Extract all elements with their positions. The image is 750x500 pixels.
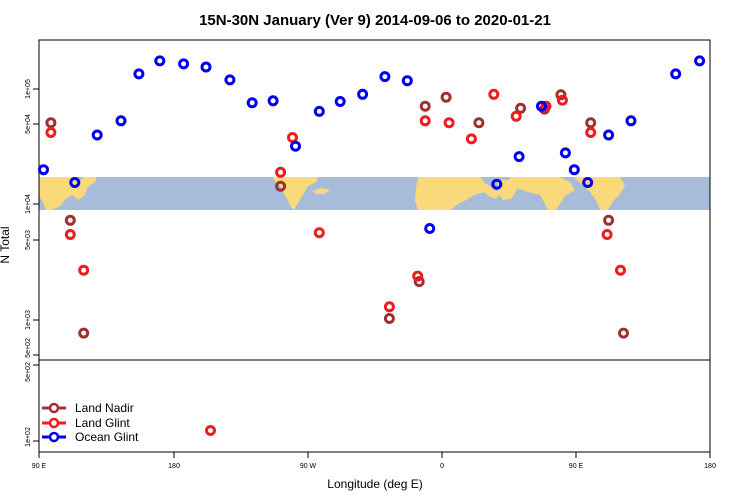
- data-point-land-nadir: [78, 327, 90, 339]
- data-point-ocean-glint: [357, 88, 369, 100]
- y-tick-label: 5e+02: [25, 362, 32, 382]
- data-point-land-glint: [287, 132, 298, 143]
- plot-frame-lower: [38, 359, 711, 453]
- data-point-ocean-glint: [625, 115, 637, 127]
- data-point-ocean-glint: [603, 129, 615, 141]
- data-point-ocean-glint: [38, 164, 49, 176]
- data-point-land-glint: [465, 133, 477, 145]
- data-point-ocean-glint: [69, 177, 81, 188]
- data-point-land-glint: [275, 166, 287, 178]
- data-point-land-glint: [443, 117, 455, 129]
- data-point-land-nadir: [618, 327, 629, 339]
- y-tick-label: 1e+03: [25, 310, 32, 330]
- data-point-ocean-glint: [267, 95, 279, 107]
- data-point-land-glint: [556, 94, 568, 106]
- data-point-land-glint: [205, 425, 216, 436]
- data-point-land-glint: [64, 229, 76, 240]
- y-axis-label: N Total: [0, 226, 12, 263]
- data-point-land-glint: [383, 301, 395, 313]
- data-point-land-glint: [540, 100, 552, 112]
- x-axis-label: Longitude (deg E): [327, 477, 422, 491]
- data-point-land-nadir: [383, 313, 395, 324]
- data-point-land-nadir: [585, 117, 597, 129]
- data-point-land-nadir: [413, 276, 425, 288]
- y-tick-label: 5e+02: [25, 338, 32, 358]
- data-point-ocean-glint: [246, 97, 258, 109]
- data-point-land-glint: [419, 115, 431, 127]
- data-point-ocean-glint: [582, 177, 594, 188]
- data-point-land-nadir: [419, 100, 431, 112]
- data-point-land-nadir: [473, 117, 485, 129]
- data-point-land-glint: [45, 127, 57, 138]
- data-point-ocean-glint: [513, 151, 525, 163]
- x-tick-label: 180: [704, 463, 716, 470]
- data-point-ocean-glint: [313, 105, 325, 117]
- world-map-band: [39, 177, 710, 210]
- y-tick-label: 5e+04: [25, 114, 32, 134]
- data-point-ocean-glint: [536, 100, 547, 112]
- legend: Land Nadir Land Glint Ocean Glint: [42, 401, 139, 444]
- data-point-ocean-glint: [200, 61, 212, 73]
- data-point-land-glint: [78, 264, 90, 276]
- data-point-ocean-glint: [115, 115, 127, 127]
- data-point-land-nadir: [45, 117, 57, 129]
- x-tick-label: 90 E: [569, 463, 584, 470]
- legend-label-land-nadir: Land Nadir: [75, 401, 134, 415]
- data-point-land-glint: [313, 227, 325, 239]
- x-tick-label: 180: [168, 463, 180, 470]
- data-point-land-nadir: [603, 214, 615, 226]
- data-point-land-glint: [601, 229, 613, 240]
- data-point-land-nadir: [275, 180, 287, 192]
- data-point-ocean-glint: [178, 58, 190, 70]
- data-point-land-nadir: [555, 89, 567, 101]
- data-point-land-glint: [585, 127, 597, 138]
- y-tick-label: 1e+02: [25, 427, 32, 447]
- x-axis: 90 E 180 90 W 0 90 E 180: [32, 452, 716, 470]
- x-tick-label: 90 W: [300, 463, 317, 470]
- data-point-ocean-glint: [670, 68, 682, 80]
- chart-title: 15N-30N January (Ver 9) 2014-09-06 to 20…: [199, 12, 551, 29]
- data-point-land-nadir: [440, 91, 452, 103]
- data-point-ocean-glint: [290, 140, 301, 152]
- data-point-ocean-glint: [379, 71, 391, 83]
- data-point-ocean-glint: [559, 147, 571, 159]
- data-point-land-glint: [412, 270, 424, 282]
- data-point-land-glint: [510, 110, 522, 122]
- legend-label-land-glint: Land Glint: [75, 416, 130, 430]
- data-point-ocean-glint: [91, 129, 103, 141]
- legend-marker-ocean-glint: [48, 431, 60, 443]
- data-point-ocean-glint: [694, 55, 706, 67]
- y-tick-label: 1e+04: [25, 194, 32, 214]
- y-tick-label: 1e+05: [25, 79, 32, 99]
- data-point-ocean-glint: [568, 164, 580, 176]
- data-point-ocean-glint: [424, 223, 436, 234]
- x-tick-label: 0: [440, 463, 444, 470]
- data-point-ocean-glint: [224, 74, 236, 86]
- x-tick-label: 90 E: [32, 463, 47, 470]
- data-point-land-nadir: [515, 102, 527, 114]
- data-point-ocean-glint: [401, 75, 413, 87]
- y-axis-lower: 5e+02 1e+02: [25, 362, 39, 447]
- legend-label-ocean-glint: Ocean Glint: [75, 430, 139, 444]
- y-axis-upper: 1e+05 5e+04 1e+04 5e+03 1e+03 5e+02: [25, 79, 39, 358]
- data-point-land-nadir: [64, 214, 76, 226]
- y-tick-label: 5e+03: [25, 230, 32, 250]
- data-points: [38, 55, 706, 436]
- data-point-ocean-glint: [334, 96, 346, 107]
- data-point-ocean-glint: [154, 55, 166, 67]
- data-point-ocean-glint: [491, 178, 503, 190]
- legend-marker-land-glint: [48, 417, 60, 429]
- data-point-land-glint: [488, 88, 500, 100]
- legend-marker-land-nadir: [48, 402, 60, 414]
- data-point-ocean-glint: [133, 68, 145, 80]
- data-point-land-glint: [615, 264, 626, 276]
